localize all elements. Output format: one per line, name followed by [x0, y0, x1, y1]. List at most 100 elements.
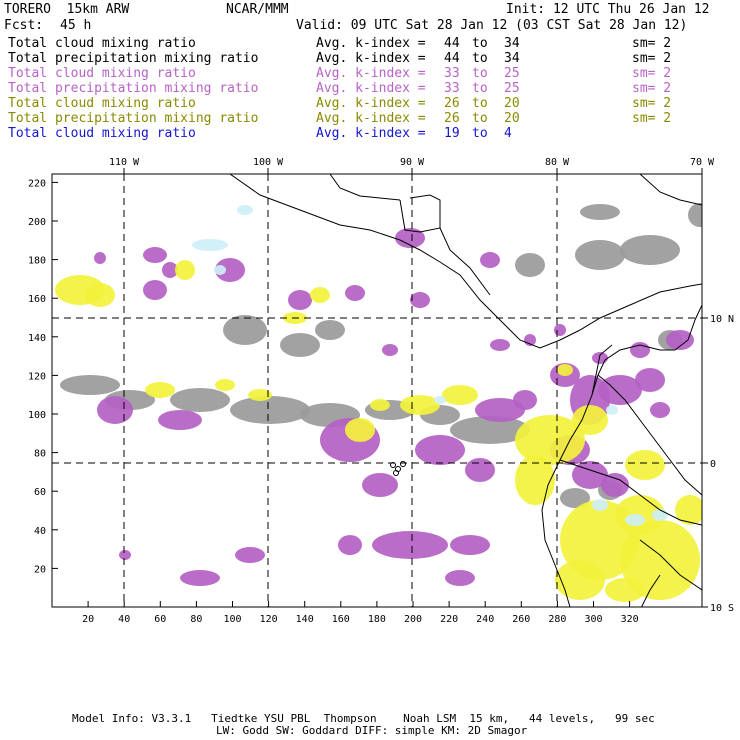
x-tick-label: 200: [404, 614, 422, 625]
cyan-field-area: [625, 514, 645, 526]
forecast-label: Fcst:: [4, 18, 44, 33]
purple-field-area: [601, 473, 629, 497]
yellow-field-area: [310, 287, 330, 303]
y-tick-label: 40: [34, 526, 46, 537]
x-tick-label: 160: [332, 614, 350, 625]
legend-to: 4: [504, 126, 512, 141]
legend-from: 33: [444, 81, 460, 96]
purple-field-area: [554, 324, 566, 336]
purple-field-area: [480, 252, 500, 268]
legend-sm: sm= 2: [632, 51, 672, 66]
yellow-field-area: [145, 382, 175, 398]
legend-to-word: to: [472, 111, 488, 126]
legend-from: 26: [444, 96, 460, 111]
yellow-field-area: [572, 405, 608, 435]
legend-field: Total cloud mixing ratio: [8, 96, 196, 111]
yellow-field-area: [442, 385, 478, 405]
gray-field-area: [450, 416, 530, 444]
yellow-field-area: [400, 395, 440, 415]
purple-field-area: [598, 375, 642, 405]
purple-field-area: [410, 292, 430, 308]
yellow-field-area: [515, 415, 585, 465]
lon-label: 80 W: [545, 157, 570, 168]
legend-from: 44: [444, 51, 460, 66]
coastlines: [229, 174, 702, 607]
y-tick-label: 100: [28, 410, 46, 421]
legend-sm: sm= 2: [632, 81, 672, 96]
legend-to: 20: [504, 96, 520, 111]
x-tick-label: 320: [621, 614, 639, 625]
purple-field-area: [288, 290, 312, 310]
x-tick-label: 120: [260, 614, 278, 625]
legend-field: Total precipitation mixing ratio: [8, 51, 259, 66]
x-tick-label: 240: [476, 614, 494, 625]
purple-field-area: [666, 330, 694, 350]
org-label: NCAR/MMM: [226, 2, 289, 17]
yellow-field-area: [345, 418, 375, 442]
purple-field-area: [372, 531, 448, 559]
yellow-field-area: [370, 399, 390, 411]
purple-field-area: [345, 285, 365, 301]
lat-label: 10 S: [710, 603, 734, 614]
purple-field-area: [143, 247, 167, 263]
purple-field-area: [97, 396, 133, 424]
lon-label: 90 W: [400, 157, 425, 168]
legend-from: 44: [444, 36, 460, 51]
gray-field-area: [515, 253, 545, 277]
x-tick-label: 260: [512, 614, 530, 625]
legend-to: 25: [504, 66, 520, 81]
y-tick-label: 140: [28, 333, 46, 344]
coastline: [639, 539, 702, 591]
purple-field-area: [445, 570, 475, 586]
x-tick-label: 100: [223, 614, 241, 625]
purple-field-area: [338, 535, 362, 555]
purple-field-area: [630, 342, 650, 358]
purple-field-area: [450, 535, 490, 555]
y-tick-label: 160: [28, 294, 46, 305]
gray-field-area: [688, 203, 702, 227]
purple-field-area: [119, 550, 131, 560]
yellow-field-area: [175, 260, 195, 280]
legend-to: 34: [504, 51, 520, 66]
x-tick-label: 80: [190, 614, 202, 625]
lat-label: 0: [710, 459, 716, 470]
y-tick-label: 200: [28, 217, 46, 228]
legend-to-word: to: [472, 66, 488, 81]
purple-field-area: [513, 390, 537, 410]
purple-field-area: [162, 262, 178, 278]
legend-sm: sm= 2: [632, 36, 672, 51]
coastline: [597, 374, 702, 496]
y-tick-label: 60: [34, 487, 46, 498]
legend-from: 33: [444, 66, 460, 81]
yellow-field-area: [625, 450, 665, 480]
y-tick-label: 20: [34, 564, 46, 575]
x-tick-label: 220: [440, 614, 458, 625]
legend-kindex: Avg. k-index =: [316, 111, 434, 126]
gray-field-area: [280, 333, 320, 357]
coastline: [640, 574, 661, 607]
yellow-field-area: [515, 455, 555, 505]
coastline: [399, 194, 441, 233]
purple-field-area: [395, 228, 425, 248]
coastline: [329, 174, 401, 201]
y-tick-label: 220: [28, 178, 46, 189]
legend-field: Total cloud mixing ratio: [8, 36, 196, 51]
init-time: Init: 12 UTC Thu 26 Jan 12: [506, 2, 710, 17]
gray-field-area: [575, 240, 625, 270]
y-tick-label: 80: [34, 449, 46, 460]
gray-field-area: [560, 488, 590, 508]
x-tick-label: 300: [584, 614, 602, 625]
legend-field: Total precipitation mixing ratio: [8, 111, 259, 126]
coastline: [229, 174, 702, 349]
cyan-field-area: [652, 509, 668, 521]
gray-field-area: [620, 235, 680, 265]
legend-kindex: Avg. k-index =: [316, 36, 434, 51]
valid-time: Valid: 09 UTC Sat 28 Jan 12 (03 CST Sat …: [296, 18, 688, 33]
cyan-field-area: [214, 265, 226, 275]
yellow-field-area: [215, 379, 235, 391]
legend-sm: sm= 2: [632, 111, 672, 126]
purple-field-area: [143, 280, 167, 300]
field-shading: [55, 203, 702, 602]
yellow-field-area: [675, 495, 702, 525]
purple-field-area: [180, 570, 220, 586]
